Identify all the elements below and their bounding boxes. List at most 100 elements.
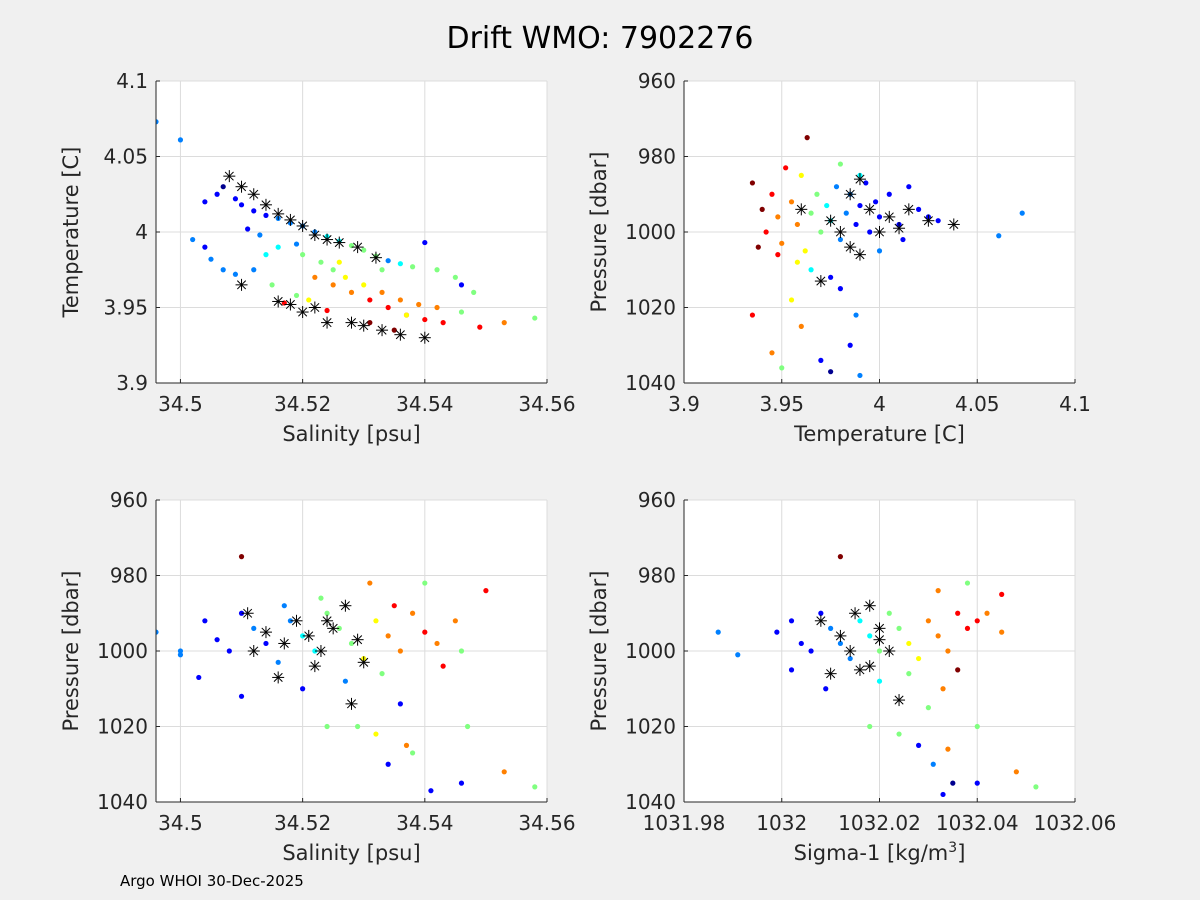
x-tick-label: 34.56 <box>518 392 575 416</box>
y-tick-label: 1020 <box>625 715 676 739</box>
data-point <box>238 202 245 208</box>
data-point <box>974 723 980 730</box>
star-stroke <box>874 623 885 633</box>
data-point <box>749 312 756 318</box>
star-marker <box>247 188 260 201</box>
data-point <box>324 610 330 616</box>
data-point <box>397 261 403 267</box>
data-point <box>220 184 226 190</box>
data-point <box>964 625 971 631</box>
y-axis-label: Pressure [dbar] <box>587 152 611 313</box>
star-marker <box>241 607 254 620</box>
data-point <box>872 199 879 205</box>
data-point <box>906 184 912 190</box>
star-stroke <box>298 307 308 317</box>
y-axis-label: Pressure [dbar] <box>59 571 83 732</box>
data-point <box>896 625 902 631</box>
star-stroke <box>273 209 283 219</box>
star-marker <box>357 319 370 332</box>
data-point <box>788 667 795 673</box>
star-marker <box>321 233 334 246</box>
star-marker <box>235 278 248 291</box>
figure-title: Drift WMO: 7902276 <box>447 21 754 56</box>
star-stroke <box>322 616 332 626</box>
data-point <box>232 196 239 202</box>
star-marker <box>308 229 321 242</box>
star-stroke <box>340 601 350 611</box>
data-point <box>837 286 844 292</box>
x-tick-label: 1032.04 <box>936 811 1019 835</box>
data-layer <box>749 135 1025 379</box>
data-point <box>238 554 245 560</box>
star-stroke <box>816 276 826 286</box>
data-layer <box>156 554 538 794</box>
y-tick-label: 1000 <box>625 639 676 663</box>
star-marker <box>853 173 866 186</box>
data-point <box>828 625 834 631</box>
star-marker <box>893 694 906 707</box>
data-point <box>440 320 446 326</box>
data-point <box>403 742 410 748</box>
y-tick-label: 3.9 <box>116 371 148 395</box>
star-marker <box>369 251 382 264</box>
data-point <box>798 172 804 178</box>
data-point <box>440 663 446 669</box>
data-point <box>471 289 477 295</box>
data-point <box>837 554 844 560</box>
data-point <box>208 256 214 262</box>
data-point <box>794 221 800 228</box>
data-point <box>361 247 367 253</box>
star-stroke <box>291 616 302 626</box>
data-point <box>501 769 507 775</box>
star-stroke <box>855 174 865 184</box>
data-point <box>409 264 416 270</box>
data-point <box>281 603 287 609</box>
star-marker <box>902 203 915 216</box>
data-point <box>501 320 507 326</box>
data-point <box>263 212 269 218</box>
star-stroke <box>261 627 271 637</box>
data-point <box>379 671 385 677</box>
star-marker <box>844 241 857 254</box>
data-point <box>422 629 428 635</box>
data-point <box>293 292 300 299</box>
data-point <box>324 723 330 730</box>
star-marker <box>296 219 309 232</box>
data-point <box>833 184 840 190</box>
y-tick-label: 1040 <box>625 371 676 395</box>
data-point <box>876 678 883 684</box>
star-marker <box>314 645 327 657</box>
data-point <box>798 640 804 647</box>
data-point <box>808 267 814 273</box>
data-point <box>818 229 824 235</box>
data-point <box>300 252 306 258</box>
data-point <box>818 357 824 363</box>
star-stroke <box>322 234 332 245</box>
data-point <box>999 629 1005 635</box>
data-point <box>312 274 318 280</box>
y-tick-label: 4 <box>135 220 148 244</box>
star-marker <box>259 626 272 639</box>
star-stroke <box>334 238 344 248</box>
star-marker <box>863 660 876 673</box>
x-tick-label: 34.56 <box>518 811 575 835</box>
star-stroke <box>874 635 885 645</box>
star-stroke <box>285 215 295 225</box>
data-point <box>935 218 941 224</box>
star-marker <box>223 170 236 183</box>
data-point <box>367 297 373 303</box>
data-point <box>434 304 440 311</box>
y-tick-label: 4.05 <box>103 145 148 169</box>
data-point <box>974 780 980 786</box>
star-stroke <box>874 227 885 237</box>
data-point <box>916 206 922 212</box>
data-point <box>999 591 1005 597</box>
data-point <box>416 301 422 308</box>
data-point <box>837 161 844 167</box>
data-point <box>769 191 775 197</box>
data-point <box>397 701 403 707</box>
star-stroke <box>359 657 369 667</box>
data-layer <box>715 554 1039 798</box>
star-stroke <box>395 330 405 340</box>
data-point <box>749 180 756 186</box>
